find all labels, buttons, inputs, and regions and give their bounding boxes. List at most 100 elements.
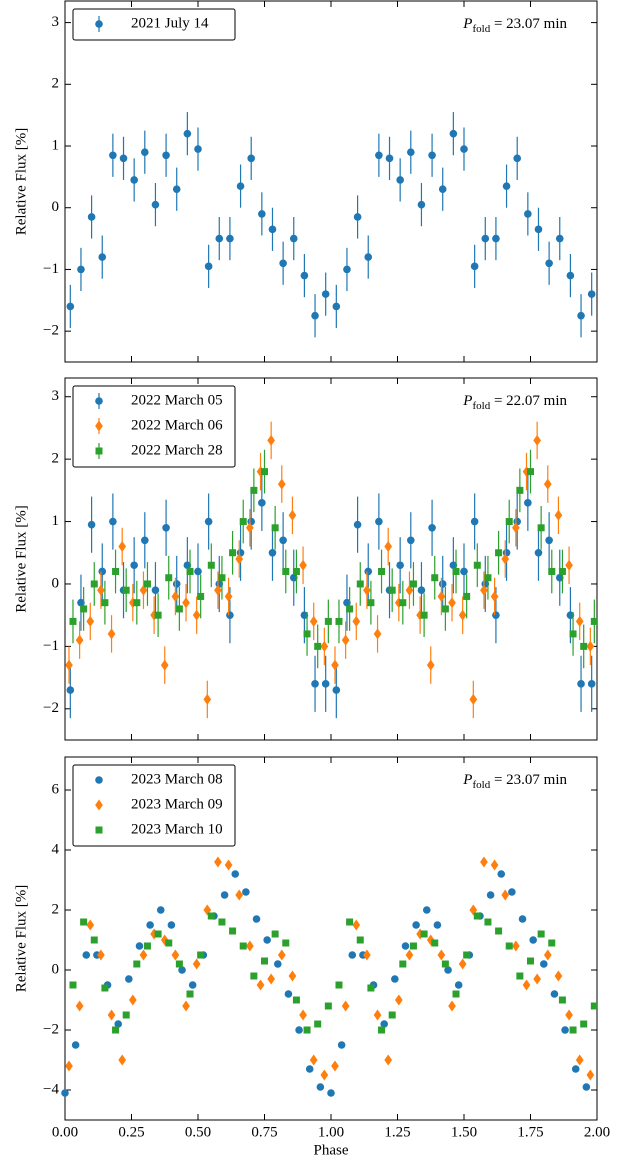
marker-circle	[109, 517, 117, 526]
marker-circle	[444, 966, 452, 974]
marker-square	[463, 592, 471, 600]
marker-circle	[438, 580, 447, 588]
annotation: Pfold = 23.07 min	[462, 772, 567, 790]
marker-circle	[279, 536, 287, 545]
y-axis-label: Relative Flux [%]	[13, 505, 29, 612]
marker-circle	[226, 611, 234, 619]
marker-circle	[178, 966, 186, 974]
marker-square	[473, 561, 481, 569]
marker-circle	[125, 975, 133, 983]
marker-square	[495, 927, 503, 935]
marker-circle	[130, 561, 138, 570]
marker-diamond	[182, 597, 190, 609]
marker-square	[303, 1026, 311, 1034]
marker-square	[324, 1002, 332, 1010]
marker-square	[367, 599, 375, 607]
marker-circle	[236, 182, 245, 190]
y-tick-label: 4	[52, 841, 60, 857]
marker-circle	[577, 680, 585, 688]
marker-square	[399, 599, 407, 607]
annotation-subscript: fold	[472, 779, 490, 791]
marker-diamond	[107, 628, 116, 640]
marker-diamond	[246, 940, 254, 952]
marker-circle	[289, 234, 298, 243]
marker-square	[335, 981, 343, 989]
marker-square	[165, 574, 173, 582]
x-tick-label: 0.75	[251, 1124, 277, 1140]
marker-diamond	[458, 958, 467, 970]
marker-circle	[220, 891, 229, 899]
marker-circle	[295, 1026, 303, 1034]
marker-square	[282, 567, 290, 575]
marker-diamond	[128, 994, 137, 1006]
marker-diamond	[97, 949, 105, 961]
marker-square	[378, 1026, 386, 1034]
marker-circle	[172, 580, 181, 588]
marker-diamond	[405, 584, 414, 596]
marker-diamond	[309, 615, 318, 627]
marker-square	[122, 1011, 130, 1019]
marker-circle	[401, 942, 410, 950]
marker-circle	[156, 906, 165, 914]
marker-square	[505, 518, 513, 526]
marker-circle	[300, 611, 309, 619]
marker-circle	[95, 776, 103, 784]
marker-square	[420, 930, 428, 938]
marker-square	[314, 1020, 322, 1028]
marker-square	[303, 630, 311, 638]
marker-circle	[428, 523, 436, 532]
marker-square	[154, 930, 162, 938]
marker-circle	[289, 573, 298, 582]
marker-circle	[215, 234, 224, 243]
marker-diamond	[139, 949, 148, 961]
marker-circle	[188, 981, 197, 989]
marker-circle	[300, 271, 309, 280]
marker-diamond	[235, 889, 244, 901]
marker-circle	[268, 548, 277, 557]
marker-diamond	[299, 559, 307, 571]
marker-circle	[162, 523, 170, 532]
marker-square	[143, 942, 151, 950]
marker-circle	[566, 271, 575, 280]
plot-frame	[64, 0, 598, 363]
marker-diamond	[118, 1054, 127, 1066]
marker-diamond	[341, 1000, 350, 1012]
marker-diamond	[267, 973, 275, 985]
legend-box	[72, 385, 236, 468]
marker-square	[420, 611, 428, 619]
marker-diamond	[65, 1060, 73, 1072]
marker-diamond	[490, 590, 499, 602]
legend-label: 2023 March 10	[131, 821, 223, 837]
marker-diamond	[246, 522, 254, 534]
y-axis-label: Relative Flux [%]	[13, 885, 29, 992]
marker-circle	[545, 536, 553, 545]
marker-diamond	[384, 541, 393, 553]
annotation-subscript: fold	[472, 23, 490, 35]
marker-circle	[470, 262, 479, 271]
marker-circle	[348, 951, 357, 959]
marker-square	[175, 960, 183, 968]
marker-circle	[407, 148, 415, 156]
y-tick-label: 0	[52, 961, 60, 977]
marker-diamond	[586, 1069, 595, 1081]
marker-circle	[226, 234, 234, 243]
marker-circle	[98, 253, 107, 261]
marker-circle	[417, 200, 426, 209]
marker-square	[133, 960, 141, 968]
marker-square	[356, 936, 364, 944]
marker-circle	[141, 148, 149, 156]
marker-diamond	[160, 659, 169, 671]
marker-square	[590, 617, 598, 625]
marker-circle	[449, 129, 458, 138]
legend-label: 2022 March 05	[131, 392, 223, 408]
marker-square	[292, 996, 300, 1004]
marker-diamond	[75, 1000, 84, 1012]
series	[61, 870, 591, 1097]
marker-square	[261, 468, 268, 476]
y-tick-label: 2	[52, 451, 60, 467]
marker-circle	[311, 311, 319, 320]
marker-circle	[327, 1089, 335, 1097]
marker-circle	[438, 185, 447, 194]
marker-circle	[337, 1041, 346, 1049]
marker-square	[378, 567, 386, 575]
